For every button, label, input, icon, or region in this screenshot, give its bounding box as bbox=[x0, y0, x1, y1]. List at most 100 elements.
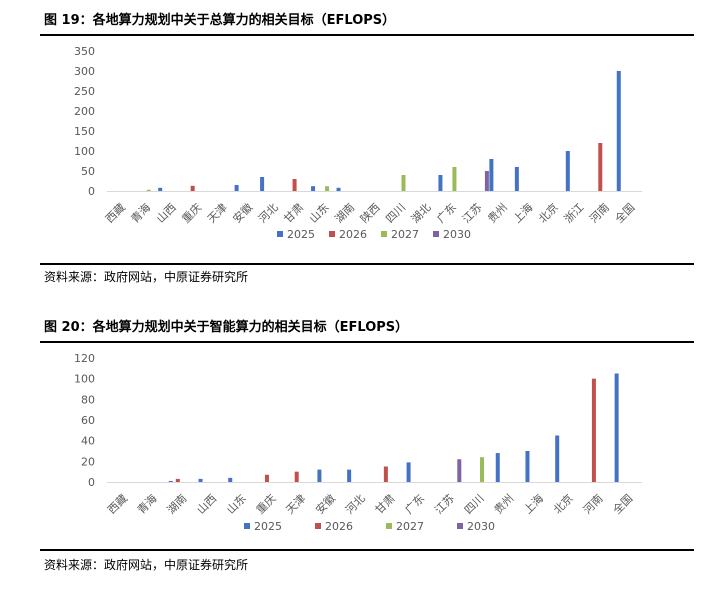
legend-label-2025: 2025 bbox=[254, 520, 282, 533]
bar-2026 bbox=[292, 179, 297, 191]
x-category-label: 河北 bbox=[256, 201, 281, 226]
bar-2026 bbox=[264, 474, 269, 482]
figure-19-top-rule bbox=[40, 34, 694, 36]
x-category-label: 甘肃 bbox=[373, 492, 398, 517]
x-category-label: 河北 bbox=[343, 492, 368, 517]
bar-2030 bbox=[484, 171, 489, 191]
y-tick-label: 350 bbox=[74, 45, 95, 58]
x-category-label: 安徽 bbox=[230, 200, 255, 225]
figure-19-title: 图 19：各地算力规划中关于总算力的相关目标（EFLOPS） bbox=[44, 13, 396, 28]
bar-2025 bbox=[260, 177, 265, 191]
legend-label-2026: 2026 bbox=[339, 228, 367, 241]
x-category-label: 天津 bbox=[284, 492, 309, 517]
legend-swatch-2027 bbox=[381, 231, 387, 237]
x-category-label: 北京 bbox=[550, 491, 575, 516]
figure-19-source: 资料来源：政府网站，中原证券研究所 bbox=[44, 270, 249, 284]
legend-label-2025: 2025 bbox=[287, 228, 315, 241]
legend-swatch-2027 bbox=[386, 523, 392, 529]
y-tick-label: 100 bbox=[74, 373, 95, 386]
bar-2027 bbox=[146, 189, 151, 191]
bar-2025 bbox=[317, 469, 322, 482]
x-category-label: 贵州 bbox=[492, 492, 517, 517]
figure-20-source: 资料来源：政府网站，中原证券研究所 bbox=[44, 558, 249, 572]
bar-2025 bbox=[168, 480, 173, 482]
x-category-label: 山西 bbox=[194, 492, 219, 517]
bar-2025 bbox=[228, 477, 233, 482]
bar-2027 bbox=[452, 167, 457, 191]
y-tick-label: 0 bbox=[88, 476, 95, 489]
x-category-label: 山西 bbox=[154, 201, 179, 226]
x-category-label: 贵州 bbox=[485, 201, 510, 226]
bar-2025 bbox=[525, 451, 530, 482]
legend-label-2026: 2026 bbox=[325, 520, 353, 533]
x-category-label: 江苏 bbox=[460, 201, 485, 226]
y-tick-label: 0 bbox=[88, 185, 95, 198]
bar-2025 bbox=[347, 469, 352, 482]
legend-swatch-2030 bbox=[457, 523, 463, 529]
x-category-label: 四川 bbox=[383, 201, 408, 226]
legend-swatch-2026 bbox=[329, 231, 335, 237]
x-category-label: 河南 bbox=[581, 492, 606, 517]
bar-2025 bbox=[495, 453, 500, 482]
bar-2025 bbox=[198, 478, 203, 482]
x-category-label: 山东 bbox=[307, 201, 332, 226]
legend-swatch-2030 bbox=[433, 231, 439, 237]
y-tick-label: 60 bbox=[81, 414, 95, 427]
y-tick-label: 40 bbox=[81, 435, 95, 448]
bar-2025 bbox=[555, 435, 560, 482]
legend-label-2027: 2027 bbox=[391, 228, 419, 241]
figure-20-bottom-rule bbox=[40, 549, 694, 551]
bar-2025 bbox=[514, 167, 519, 191]
x-category-label: 北京 bbox=[535, 200, 560, 225]
bar-2025 bbox=[311, 186, 316, 191]
figure-20-top-rule bbox=[40, 341, 694, 343]
bar-2027 bbox=[480, 457, 485, 482]
bar-2025 bbox=[234, 185, 239, 191]
bar-2025 bbox=[438, 175, 443, 191]
bar-2025 bbox=[158, 187, 163, 191]
y-tick-label: 100 bbox=[74, 145, 95, 158]
y-tick-label: 200 bbox=[74, 105, 95, 118]
x-category-label: 江苏 bbox=[432, 492, 457, 517]
bar-2026 bbox=[175, 478, 180, 482]
bar-2026 bbox=[294, 471, 299, 482]
x-category-label: 青海 bbox=[128, 200, 153, 225]
y-tick-label: 120 bbox=[74, 352, 95, 365]
x-category-label: 全国 bbox=[612, 200, 637, 225]
figure-20-title: 图 20：各地算力规划中关于智能算力的相关目标（EFLOPS） bbox=[44, 320, 409, 335]
x-category-label: 重庆 bbox=[253, 491, 278, 516]
bar-2025 bbox=[614, 373, 619, 482]
bar-2025 bbox=[565, 151, 570, 191]
bar-2027 bbox=[325, 186, 330, 191]
x-category-label: 青海 bbox=[134, 491, 159, 516]
bar-2026 bbox=[591, 378, 596, 482]
bar-2025 bbox=[489, 159, 494, 191]
x-category-label: 安徽 bbox=[313, 491, 338, 516]
x-category-label: 河南 bbox=[587, 201, 612, 226]
y-tick-label: 300 bbox=[74, 65, 95, 78]
figure-20-chart: 0 20 40 60 80 100 120 西藏 青海 湖南 山西 山东 重庆 天津 安徽 河北 甘肃 广东 江苏四… bbox=[74, 352, 642, 533]
legend-label-2027: 2027 bbox=[396, 520, 424, 533]
x-category-label: 湖南 bbox=[165, 492, 190, 517]
legend-label-2030: 2030 bbox=[443, 228, 471, 241]
bar-2025 bbox=[406, 462, 411, 482]
figure-19-chart: 050100150200250300350西藏 青海 山西 重庆 天津 安徽 河北 甘肃 山东湖… bbox=[74, 45, 642, 241]
y-tick-label: 20 bbox=[81, 455, 95, 468]
x-category-label: 全国 bbox=[610, 491, 635, 516]
y-tick-label: 250 bbox=[74, 85, 95, 98]
figure-19-bottom-rule bbox=[40, 263, 694, 265]
x-category-label: 山东 bbox=[224, 492, 249, 517]
y-tick-label: 150 bbox=[74, 125, 95, 138]
x-category-label: 西藏 bbox=[103, 201, 128, 226]
bar-2026 bbox=[190, 185, 195, 191]
y-tick-label: 80 bbox=[81, 393, 95, 406]
x-category-label: 上海 bbox=[510, 200, 535, 225]
bar-2030 bbox=[457, 459, 462, 482]
legend-swatch-2025 bbox=[277, 231, 283, 237]
x-category-label: 湖南 bbox=[332, 201, 357, 226]
legend-swatch-2025 bbox=[244, 523, 250, 529]
bar-2026 bbox=[598, 143, 603, 191]
legend-swatch-2026 bbox=[315, 523, 321, 529]
legend-label-2030: 2030 bbox=[467, 520, 495, 533]
bar-2026 bbox=[383, 466, 388, 482]
